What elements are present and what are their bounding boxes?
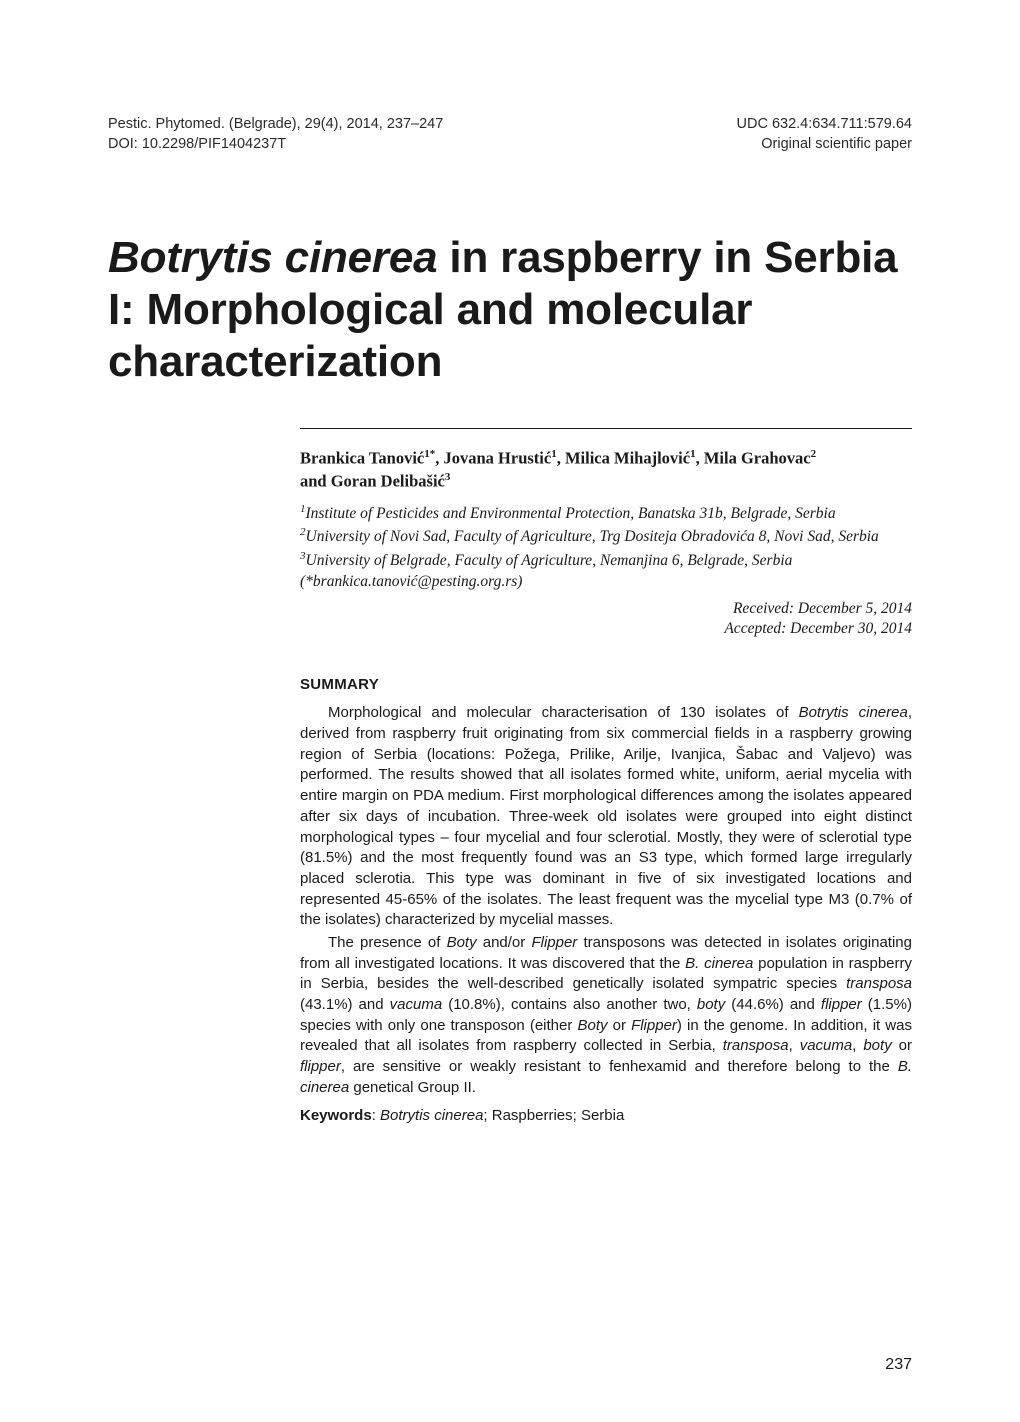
corresponding-email: (*brankica.tanović@pesting.org.rs) [300, 572, 912, 593]
article-title: Botrytis cinerea in raspberry in Serbia … [108, 232, 912, 388]
title-rule [300, 428, 912, 429]
affil-2-text: University of Novi Sad, Faculty of Agric… [306, 529, 879, 546]
received-date: Received: December 5, 2014 [300, 599, 912, 620]
p2-a: The presence of [328, 934, 447, 951]
p2-it2: Flipper [531, 934, 577, 951]
header-right: UDC 632.4:634.711:579.64 Original scient… [737, 115, 912, 154]
p1-a: Morphological and molecular characterisa… [328, 704, 799, 721]
p2-b: and/or [477, 934, 532, 951]
keywords-label: Keywords [300, 1107, 372, 1124]
p2-g: (44.6%) and [725, 996, 821, 1013]
author-1-sup: 1* [424, 448, 435, 460]
p2-k: , [789, 1037, 800, 1054]
meta-block: Brankica Tanović1*, Jovana Hrustić1, Mil… [300, 428, 912, 1127]
author-4-sup: 2 [811, 448, 817, 460]
paper-type: Original scientific paper [737, 135, 912, 155]
p2-it11: vacuma [800, 1037, 853, 1054]
dates: Received: December 5, 2014 Accepted: Dec… [300, 599, 912, 641]
p2-it3: B. cinerea [685, 955, 753, 972]
p2-it8: Boty [577, 1017, 607, 1034]
keywords-sep: : [372, 1107, 380, 1124]
title-species: Botrytis cinerea [108, 233, 437, 282]
affil-1-text: Institute of Pesticides and Environmenta… [306, 506, 836, 523]
running-header: Pestic. Phytomed. (Belgrade), 29(4), 201… [108, 115, 912, 154]
p2-it1: Boty [447, 934, 477, 951]
affiliation-3: 3University of Belgrade, Faculty of Agri… [300, 549, 912, 572]
authors: Brankica Tanović1*, Jovana Hrustić1, Mil… [300, 447, 912, 493]
p2-e: (43.1%) and [300, 996, 390, 1013]
author-1: Brankica Tanović [300, 448, 424, 467]
p2-l: , [852, 1037, 863, 1054]
affil-3-text: University of Belgrade, Faculty of Agric… [306, 552, 793, 569]
keywords-rest: ; Raspberries; Serbia [483, 1107, 624, 1124]
p2-it12: boty [863, 1037, 891, 1054]
p2-it9: Flipper [631, 1017, 677, 1034]
keywords: Keywords: Botrytis cinerea; Raspberries;… [300, 1106, 912, 1127]
p2-it13: flipper [300, 1058, 341, 1075]
summary-heading: SUMMARY [300, 676, 912, 693]
p2-it7: flipper [821, 996, 862, 1013]
udc: UDC 632.4:634.711:579.64 [737, 115, 912, 135]
author-5-sup: 3 [445, 471, 451, 483]
p1-b: , derived from raspberry fruit originati… [300, 704, 912, 928]
keyword-1: Botrytis cinerea [380, 1107, 483, 1124]
summary-paragraph-2: The presence of Boty and/or Flipper tran… [300, 933, 912, 1099]
p2-i: or [608, 1017, 632, 1034]
page: Pestic. Phytomed. (Belgrade), 29(4), 201… [0, 0, 1020, 1422]
page-number: 237 [885, 1356, 912, 1374]
author-3: , Milica Mihajlović [557, 448, 690, 467]
accepted-date: Accepted: December 30, 2014 [300, 619, 912, 640]
affiliation-1: 1Institute of Pesticides and Environment… [300, 502, 912, 525]
p2-it10: transposa [723, 1037, 789, 1054]
p2-it6: boty [697, 996, 725, 1013]
doi: DOI: 10.2298/PIF1404237T [108, 135, 443, 155]
affiliation-2: 2University of Novi Sad, Faculty of Agri… [300, 525, 912, 548]
journal-ref: Pestic. Phytomed. (Belgrade), 29(4), 201… [108, 115, 443, 135]
p1-it1: Botrytis cinerea [799, 704, 908, 721]
author-5: and Goran Delibašić [300, 471, 445, 490]
author-4: , Mila Grahovac [696, 448, 811, 467]
p2-o: genetical Group II. [349, 1079, 476, 1096]
p2-n: , are sensitive or weakly resistant to f… [341, 1058, 898, 1075]
p2-it5: vacuma [390, 996, 443, 1013]
header-left: Pestic. Phytomed. (Belgrade), 29(4), 201… [108, 115, 443, 154]
p2-f: (10.8%), contains also another two, [442, 996, 697, 1013]
p2-m: or [892, 1037, 912, 1054]
summary-paragraph-1: Morphological and molecular characterisa… [300, 703, 912, 931]
author-2: , Jovana Hrustić [435, 448, 551, 467]
p2-it4: transposa [846, 975, 912, 992]
affiliations: 1Institute of Pesticides and Environment… [300, 502, 912, 592]
